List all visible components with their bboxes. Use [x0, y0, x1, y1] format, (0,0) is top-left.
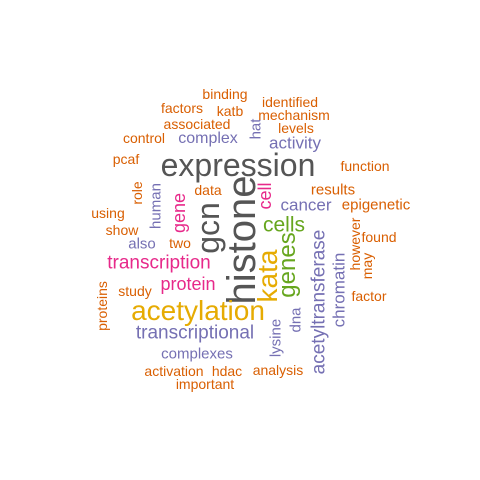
- word-identified: identified: [261, 94, 319, 110]
- word-two: two: [169, 235, 191, 251]
- word-factor: factor: [351, 288, 387, 304]
- word-mechanism: mechanism: [258, 107, 330, 123]
- word-show: show: [105, 222, 139, 238]
- word-cell: cell: [255, 182, 275, 210]
- word-lysine: lysine: [267, 318, 285, 358]
- word-analysis: analysis: [252, 362, 304, 378]
- word-cells: cells: [262, 213, 306, 237]
- word-activity: activity: [269, 133, 321, 153]
- word-chromatin: chromatin: [329, 252, 349, 328]
- word-cancer: cancer: [280, 195, 332, 215]
- word-complex: complex: [178, 130, 238, 147]
- word-control: control: [122, 130, 166, 146]
- word-gene: gene: [169, 192, 189, 234]
- word-acetyltransferase: acetyltransferase: [308, 229, 330, 375]
- word-role: role: [129, 181, 145, 205]
- word-hdac: hdac: [211, 363, 243, 379]
- word-pcaf: pcaf: [112, 151, 140, 167]
- word-associated: associated: [163, 116, 231, 132]
- word-important: important: [175, 376, 235, 392]
- word-transcriptional: transcriptional: [135, 322, 255, 344]
- word-human: human: [147, 183, 165, 229]
- word-genes: genes: [274, 232, 301, 298]
- word-results: results: [310, 181, 356, 199]
- word-may: may: [359, 252, 375, 280]
- word-function: function: [340, 158, 390, 174]
- word-acetylation: acetylation: [131, 295, 265, 326]
- word-transcription: transcription: [107, 252, 211, 274]
- word-katb: katb: [216, 103, 244, 119]
- word-binding: binding: [202, 86, 248, 102]
- word-protein: protein: [160, 274, 216, 294]
- word-data: data: [194, 182, 222, 198]
- word-expression: expression: [160, 147, 316, 183]
- word-levels: levels: [278, 120, 314, 136]
- word-found: found: [361, 229, 397, 245]
- word-using: using: [91, 205, 125, 221]
- word-dna: dna: [287, 307, 305, 333]
- word-study: study: [118, 283, 152, 299]
- word-factors: factors: [160, 100, 204, 116]
- word-also: also: [128, 235, 156, 253]
- word-activation: activation: [144, 363, 204, 379]
- word-complexes: complexes: [161, 345, 233, 363]
- word-gcn: gcn: [190, 202, 226, 254]
- word-proteins: proteins: [94, 281, 110, 331]
- word-epigenetic: epigenetic: [341, 196, 411, 214]
